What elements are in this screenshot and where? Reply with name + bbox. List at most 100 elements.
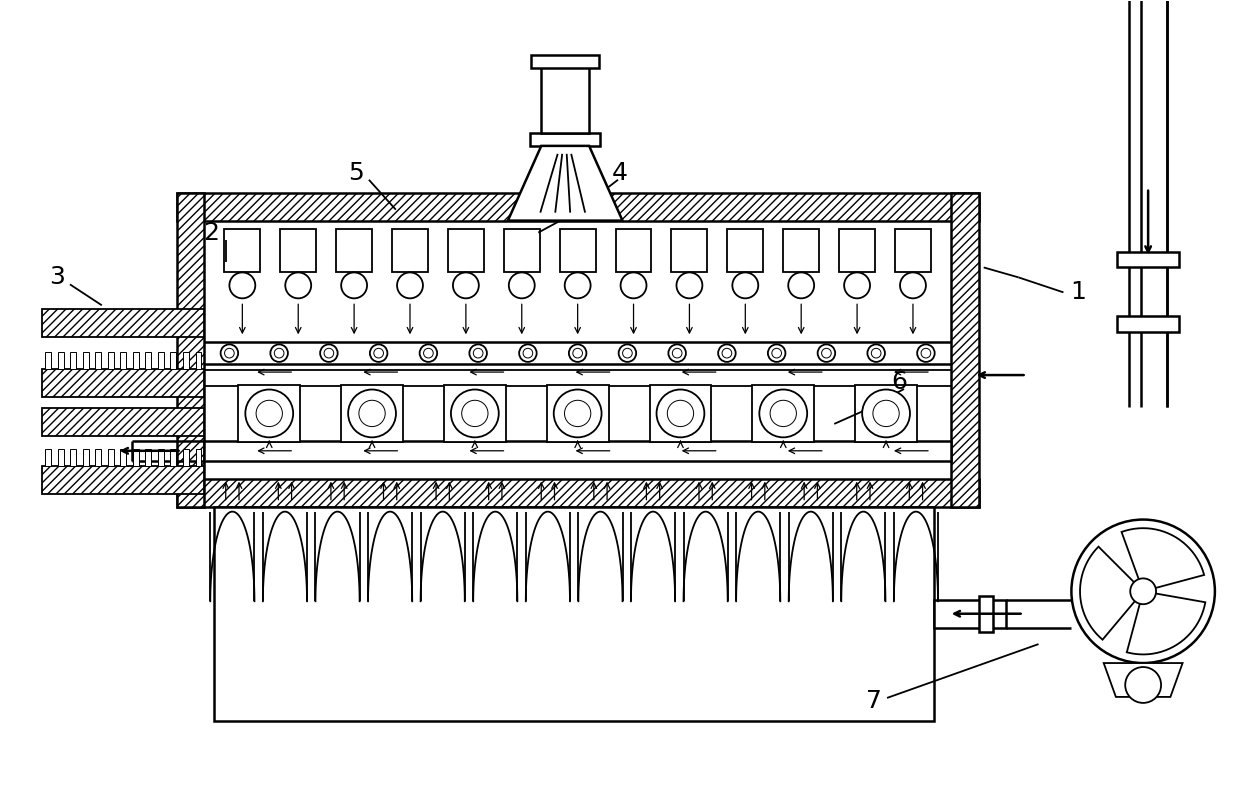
Bar bbox=[83, 449, 88, 466]
Bar bbox=[120, 449, 126, 466]
Bar bbox=[280, 228, 316, 272]
Circle shape bbox=[918, 345, 935, 362]
Circle shape bbox=[668, 345, 686, 362]
Circle shape bbox=[569, 345, 587, 362]
Circle shape bbox=[221, 345, 238, 362]
Text: 4: 4 bbox=[613, 161, 627, 185]
Bar bbox=[531, 55, 599, 68]
Circle shape bbox=[771, 349, 781, 358]
Circle shape bbox=[274, 349, 284, 358]
Bar bbox=[672, 228, 707, 272]
Circle shape bbox=[358, 401, 386, 427]
Circle shape bbox=[768, 345, 785, 362]
Text: 7: 7 bbox=[867, 689, 882, 713]
Bar bbox=[42, 369, 205, 397]
Bar bbox=[392, 228, 428, 272]
Circle shape bbox=[373, 349, 383, 358]
Polygon shape bbox=[508, 146, 622, 220]
Circle shape bbox=[718, 345, 735, 362]
Circle shape bbox=[1130, 578, 1156, 604]
Bar bbox=[83, 352, 88, 369]
Circle shape bbox=[257, 401, 283, 427]
Text: 5: 5 bbox=[348, 161, 363, 185]
Circle shape bbox=[453, 272, 479, 298]
Bar bbox=[170, 352, 176, 369]
Circle shape bbox=[667, 401, 693, 427]
Bar bbox=[108, 352, 114, 369]
Bar bbox=[157, 449, 164, 466]
Circle shape bbox=[229, 272, 255, 298]
Bar bbox=[238, 385, 300, 442]
Bar bbox=[951, 193, 978, 507]
Bar bbox=[224, 228, 260, 272]
Circle shape bbox=[348, 390, 396, 438]
Circle shape bbox=[508, 272, 534, 298]
Polygon shape bbox=[1121, 528, 1204, 588]
Bar bbox=[133, 352, 139, 369]
Bar bbox=[753, 385, 815, 442]
Text: 6: 6 bbox=[892, 370, 906, 394]
Circle shape bbox=[677, 272, 702, 298]
Circle shape bbox=[872, 349, 880, 358]
Circle shape bbox=[397, 272, 423, 298]
Bar bbox=[205, 441, 951, 460]
Bar bbox=[57, 352, 63, 369]
Text: 3: 3 bbox=[50, 265, 64, 290]
Circle shape bbox=[733, 272, 759, 298]
Circle shape bbox=[822, 349, 831, 358]
Circle shape bbox=[523, 349, 533, 358]
Bar bbox=[120, 352, 126, 369]
Bar bbox=[108, 449, 114, 466]
Circle shape bbox=[656, 390, 704, 438]
Bar bbox=[728, 228, 764, 272]
Circle shape bbox=[921, 349, 931, 358]
Bar bbox=[45, 449, 51, 466]
Bar bbox=[1117, 316, 1179, 332]
Circle shape bbox=[844, 272, 870, 298]
Circle shape bbox=[285, 272, 311, 298]
Bar bbox=[176, 193, 205, 507]
Bar bbox=[448, 228, 484, 272]
Text: 2: 2 bbox=[203, 220, 219, 245]
Circle shape bbox=[224, 349, 234, 358]
Circle shape bbox=[474, 349, 482, 358]
Bar bbox=[184, 352, 188, 369]
Bar bbox=[547, 385, 609, 442]
Circle shape bbox=[461, 401, 489, 427]
Bar bbox=[1117, 252, 1179, 268]
Bar bbox=[215, 507, 934, 721]
Bar bbox=[336, 228, 372, 272]
Bar bbox=[133, 449, 139, 466]
Bar bbox=[71, 449, 76, 466]
Bar bbox=[145, 449, 151, 466]
Bar bbox=[45, 352, 51, 369]
Circle shape bbox=[900, 272, 926, 298]
Circle shape bbox=[419, 345, 438, 362]
Bar bbox=[176, 193, 978, 220]
Circle shape bbox=[451, 390, 498, 438]
Polygon shape bbox=[1104, 663, 1183, 697]
Circle shape bbox=[573, 349, 583, 358]
Bar bbox=[95, 352, 102, 369]
Bar bbox=[934, 600, 1006, 628]
Bar bbox=[615, 228, 651, 272]
Bar bbox=[531, 133, 600, 146]
Bar bbox=[170, 449, 176, 466]
Bar bbox=[176, 478, 978, 507]
Circle shape bbox=[341, 272, 367, 298]
Circle shape bbox=[862, 390, 910, 438]
Bar bbox=[42, 466, 205, 493]
Bar bbox=[839, 228, 875, 272]
Bar bbox=[542, 63, 589, 133]
Circle shape bbox=[619, 345, 636, 362]
Circle shape bbox=[1125, 667, 1161, 703]
Circle shape bbox=[622, 349, 632, 358]
Bar bbox=[184, 449, 188, 466]
Circle shape bbox=[424, 349, 433, 358]
Bar bbox=[157, 352, 164, 369]
Circle shape bbox=[320, 345, 337, 362]
Bar bbox=[57, 449, 63, 466]
Circle shape bbox=[554, 390, 601, 438]
Bar bbox=[784, 228, 820, 272]
Circle shape bbox=[470, 345, 487, 362]
